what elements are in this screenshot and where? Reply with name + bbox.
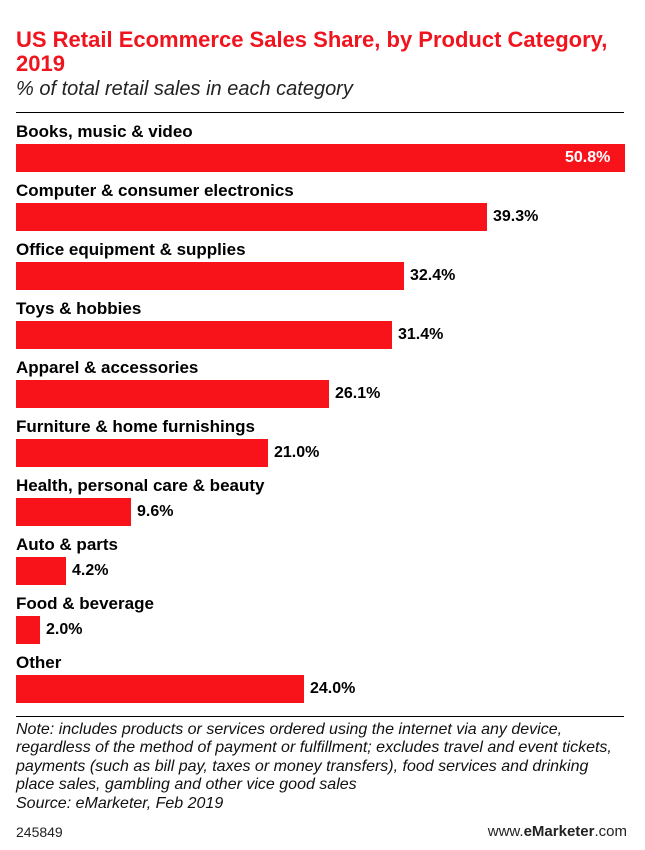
- value-label: 2.0%: [46, 621, 83, 638]
- bar: [16, 616, 40, 644]
- category-label: Computer & consumer electronics: [16, 181, 294, 200]
- value-label: 26.1%: [335, 385, 381, 402]
- category-label: Furniture & home furnishings: [16, 417, 255, 436]
- bar: [16, 498, 131, 526]
- chart-subtitle: % of total retail sales in each category: [16, 78, 353, 100]
- brand-suffix: .com: [594, 823, 627, 840]
- brand-name: eMarketer: [523, 823, 595, 840]
- bar: [16, 262, 404, 290]
- note-text: Note: includes products or services orde…: [16, 721, 612, 794]
- value-label: 50.8%: [565, 149, 611, 166]
- bar: [16, 203, 487, 231]
- brand-prefix: www.: [487, 823, 524, 840]
- source-text: Source: eMarketer, Feb 2019: [16, 794, 224, 812]
- bar: [16, 557, 66, 585]
- value-label: 4.2%: [72, 562, 109, 579]
- chart-title: US Retail Ecommerce Sales Share, by Prod…: [16, 27, 608, 76]
- bar: [16, 321, 392, 349]
- category-label: Auto & parts: [16, 535, 118, 554]
- value-label: 32.4%: [410, 267, 456, 284]
- bar: [16, 380, 329, 408]
- category-label: Toys & hobbies: [16, 299, 142, 318]
- value-label: 9.6%: [137, 503, 174, 520]
- category-label: Books, music & video: [16, 122, 193, 141]
- value-label: 39.3%: [493, 208, 539, 225]
- chart-id: 245849: [16, 824, 63, 840]
- value-label: 24.0%: [310, 680, 356, 697]
- category-label: Office equipment & supplies: [16, 240, 246, 259]
- top-divider: [16, 112, 624, 113]
- bar: [16, 675, 304, 703]
- footnote: Note: includes products or services orde…: [16, 721, 626, 813]
- bar: [16, 439, 268, 467]
- value-label: 21.0%: [274, 444, 320, 461]
- category-label: Health, personal care & beauty: [16, 476, 265, 495]
- category-label: Food & beverage: [16, 594, 154, 613]
- value-label: 31.4%: [398, 326, 444, 343]
- category-label: Other: [16, 653, 62, 672]
- brand-url: www.eMarketer.com: [488, 823, 627, 840]
- category-label: Apparel & accessories: [16, 358, 199, 377]
- bottom-divider: [16, 716, 624, 717]
- bar: [16, 144, 625, 172]
